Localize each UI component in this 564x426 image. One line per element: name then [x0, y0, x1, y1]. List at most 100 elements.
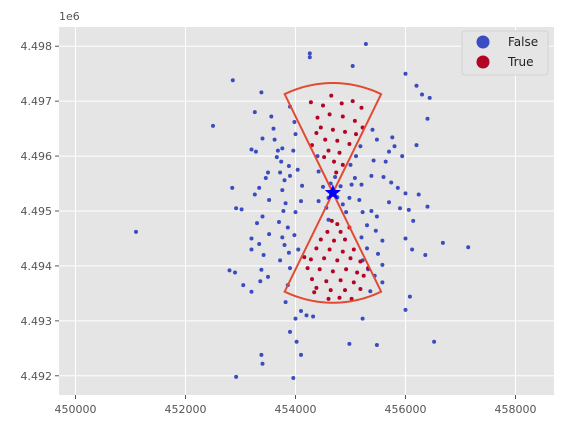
- data-point-false: [291, 375, 296, 380]
- data-point-false: [389, 180, 394, 185]
- data-point-false: [249, 247, 254, 252]
- data-point-false: [275, 148, 280, 153]
- y-tick-label: 4.498: [21, 40, 53, 53]
- data-point-false: [296, 247, 301, 252]
- data-point-true: [343, 129, 347, 134]
- data-point-false: [316, 169, 321, 174]
- data-point-true: [348, 256, 353, 261]
- data-point-false: [260, 214, 265, 219]
- data-point-true: [340, 249, 345, 254]
- data-point-true: [326, 148, 331, 153]
- data-point-false: [278, 170, 283, 175]
- data-point-true: [352, 118, 357, 123]
- data-point-false: [292, 233, 297, 238]
- data-point-false: [466, 245, 471, 250]
- center-marker: [324, 184, 342, 200]
- data-point-false: [365, 223, 369, 228]
- data-point-false: [432, 339, 437, 344]
- data-point-false: [348, 162, 353, 167]
- true-series-points: [302, 93, 371, 301]
- data-point-false: [358, 144, 363, 149]
- data-point-false: [403, 191, 408, 196]
- data-point-false: [347, 341, 352, 346]
- data-point-false: [292, 120, 297, 125]
- data-point-false: [359, 235, 364, 240]
- x-tick-label: 456000: [385, 403, 427, 416]
- data-point-false: [414, 143, 419, 148]
- axis-ticks: 450000 452000 454000 456000 458000 4.492 4.493…: [21, 40, 537, 416]
- data-point-false: [293, 316, 298, 321]
- data-point-true: [337, 295, 342, 300]
- data-point-true: [315, 115, 320, 120]
- data-point-false: [381, 174, 386, 179]
- data-point-false: [282, 178, 287, 183]
- data-point-false: [280, 188, 285, 193]
- data-point-true: [355, 270, 360, 275]
- data-point-false: [410, 247, 415, 252]
- data-point-false: [252, 110, 257, 115]
- data-point-true: [354, 132, 358, 137]
- data-point-true: [328, 288, 333, 293]
- data-point-false: [230, 185, 235, 190]
- data-point-false: [266, 274, 270, 279]
- data-point-false: [299, 308, 303, 313]
- data-point-false: [239, 207, 244, 212]
- data-point-false: [271, 126, 276, 131]
- data-point-false: [370, 127, 375, 132]
- data-point-false: [277, 219, 281, 224]
- data-point-true: [322, 256, 327, 261]
- data-point-false: [406, 207, 411, 212]
- data-point-true: [326, 296, 331, 301]
- data-point-false: [360, 210, 365, 215]
- data-point-true: [330, 127, 335, 132]
- data-point-false: [258, 279, 263, 284]
- data-point-false: [288, 173, 292, 178]
- data-point-false: [280, 235, 285, 240]
- data-point-false: [395, 185, 400, 190]
- data-point-true: [329, 93, 334, 98]
- data-point-true: [332, 238, 336, 243]
- data-point-false: [295, 167, 300, 172]
- y-tick-label: 4.496: [21, 150, 53, 163]
- data-point-false: [257, 185, 262, 190]
- data-point-false: [420, 92, 424, 97]
- legend-label-true: True: [507, 55, 534, 69]
- data-point-true: [324, 279, 329, 284]
- data-point-false: [387, 200, 391, 205]
- data-point-false: [333, 174, 338, 179]
- data-point-false: [227, 268, 232, 273]
- data-point-true: [358, 286, 363, 291]
- data-point-false: [283, 300, 288, 305]
- data-point-true: [302, 255, 307, 260]
- data-point-false: [390, 135, 395, 140]
- data-point-true: [334, 170, 339, 175]
- data-point-false: [259, 352, 264, 357]
- data-point-true: [340, 114, 345, 119]
- data-point-true: [330, 269, 335, 274]
- data-point-true: [338, 229, 343, 234]
- data-point-false: [267, 232, 272, 237]
- data-point-false: [300, 183, 305, 188]
- data-point-false: [267, 198, 272, 203]
- data-point-false: [241, 283, 246, 288]
- data-point-false: [380, 262, 385, 267]
- y-tick-label: 4.493: [21, 315, 53, 328]
- false-series-points: [134, 42, 471, 380]
- data-point-true: [314, 285, 319, 290]
- data-point-false: [363, 42, 368, 47]
- data-point-true: [332, 159, 336, 164]
- data-point-false: [286, 163, 291, 168]
- data-point-true: [340, 162, 345, 167]
- data-point-false: [357, 198, 362, 203]
- x-tick-label: 454000: [275, 403, 317, 416]
- data-point-false: [263, 176, 268, 181]
- data-point-false: [423, 252, 428, 257]
- data-point-false: [368, 289, 373, 294]
- data-point-false: [304, 313, 309, 318]
- data-point-true: [351, 280, 356, 285]
- data-point-true: [359, 105, 364, 110]
- data-point-true: [323, 137, 328, 142]
- data-point-false: [307, 51, 312, 56]
- data-point-false: [369, 209, 374, 213]
- legend-marker-true: [476, 55, 490, 69]
